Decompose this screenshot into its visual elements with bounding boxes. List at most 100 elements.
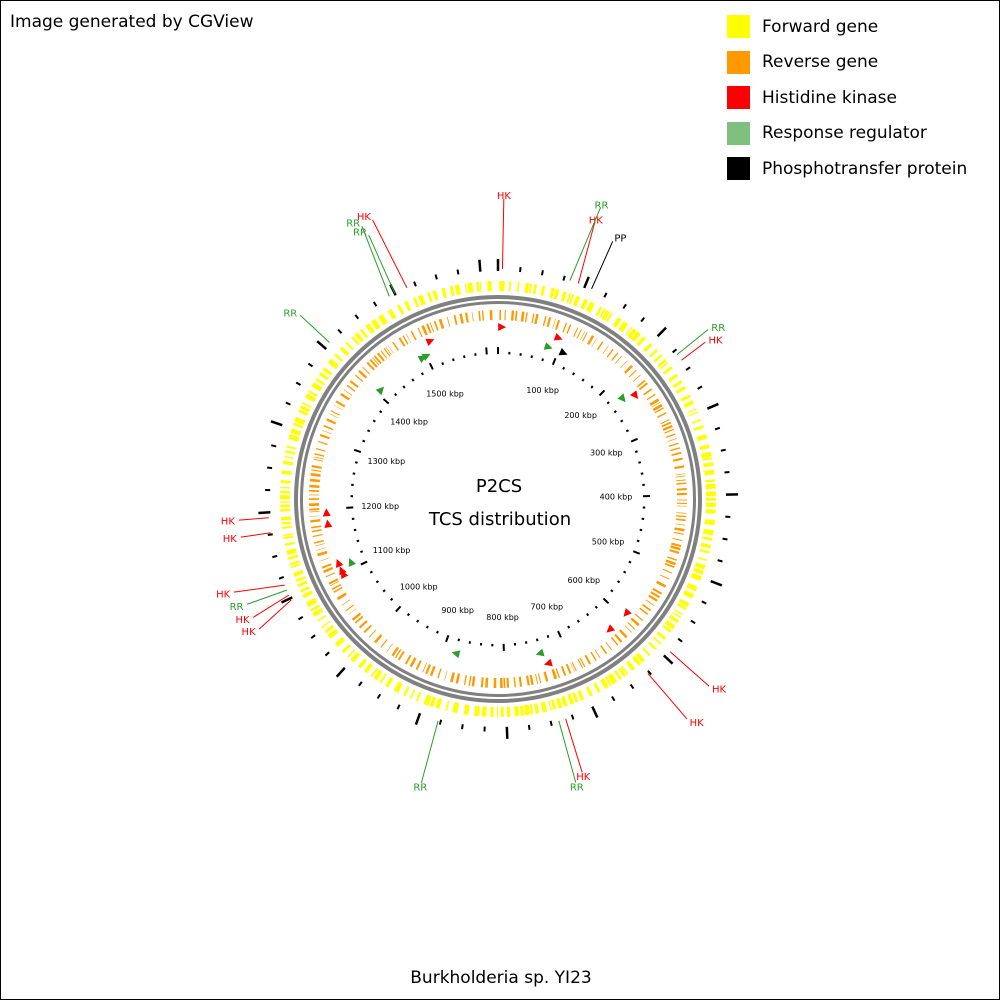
ruler-label-300: 300 kbp xyxy=(590,448,623,457)
outer-tick-54 xyxy=(295,381,302,386)
reverse-gene-182 xyxy=(340,392,350,401)
outer-tick-26 xyxy=(629,683,635,690)
ruler-tick-6 xyxy=(562,366,566,370)
forward-gene-52 xyxy=(704,519,715,526)
callout-label-5: HK xyxy=(709,336,724,347)
forward-gene-119 xyxy=(358,658,368,669)
outer-tick-19 xyxy=(717,559,723,563)
forward-gene-76 xyxy=(625,660,636,671)
legend-item-reverse: Reverse gene xyxy=(727,45,967,81)
feature-marker-hk-6 xyxy=(623,608,632,617)
reverse-gene-138 xyxy=(345,604,355,612)
outer-tick-44 xyxy=(280,596,293,604)
callout-label-11: HK xyxy=(216,589,231,600)
callout-line-7 xyxy=(647,673,688,720)
forward-gene-129 xyxy=(310,604,320,612)
outer-tick-38 xyxy=(376,693,382,700)
outer-tick-9 xyxy=(672,348,678,354)
ruler-tick-70 xyxy=(382,398,390,405)
ruler-tick-49 xyxy=(406,612,410,617)
forward-gene-169 xyxy=(318,371,329,381)
outer-tick-7 xyxy=(640,317,646,323)
reverse-gene-123 xyxy=(415,660,422,670)
callout-line-12 xyxy=(247,589,287,605)
forward-gene-111 xyxy=(409,689,416,700)
reverse-gene-33 xyxy=(649,398,660,406)
ruler-tick-80 xyxy=(485,347,488,355)
forward-gene-109 xyxy=(423,694,432,706)
outer-tick-50 xyxy=(267,466,273,470)
reverse-gene-120 xyxy=(429,665,436,677)
ruler-tick-67 xyxy=(367,429,371,433)
reverse-gene-189 xyxy=(366,361,375,371)
forward-gene-12 xyxy=(572,295,581,307)
outer-tick-53 xyxy=(285,401,291,406)
forward-gene-33 xyxy=(675,385,687,394)
feature-marker-rr-10 xyxy=(451,650,461,659)
forward-gene-64 xyxy=(676,602,687,611)
reverse-gene-29 xyxy=(636,379,646,388)
reverse-gene-69 xyxy=(665,559,676,566)
outer-tick-2 xyxy=(540,270,544,276)
outer-tick-42 xyxy=(310,634,316,639)
outer-tick-6 xyxy=(622,303,627,310)
ruler-tick-44 xyxy=(457,638,461,642)
forward-gene-9 xyxy=(560,291,567,302)
reverse-gene-144 xyxy=(328,578,339,585)
reverse-gene-75 xyxy=(650,591,660,599)
ruler-tick-37 xyxy=(535,638,539,642)
callout-line-8 xyxy=(565,718,583,773)
legend-label-phosphotransfer: Phosphotransfer protein xyxy=(762,158,968,179)
forward-gene-92 xyxy=(540,701,548,713)
legend-swatch-histidine-kinase xyxy=(727,86,750,110)
center-subtitle: TCS distribution xyxy=(428,509,571,530)
reverse-gene-67 xyxy=(669,549,680,555)
forward-gene-58 xyxy=(694,562,706,570)
feature-marker-rr-17 xyxy=(375,386,384,396)
forward-gene-138 xyxy=(287,554,299,561)
reverse-gene-81 xyxy=(630,617,640,627)
reverse-gene-147 xyxy=(321,563,332,569)
callout-line-16 xyxy=(240,532,271,538)
forward-gene-125 xyxy=(324,624,335,634)
legend-item-forward: Forward gene xyxy=(727,9,967,45)
ruler-tick-48 xyxy=(416,619,420,623)
forward-gene-30 xyxy=(662,366,673,375)
outer-tick-13 xyxy=(714,426,721,431)
reverse-gene-130 xyxy=(380,639,388,648)
ruler-tick-27 xyxy=(623,570,627,574)
outer-tick-3 xyxy=(562,275,566,281)
callout-line-13 xyxy=(252,594,290,618)
ruler-tick-12 xyxy=(613,410,617,414)
ruler-tick-52 xyxy=(382,589,386,593)
reverse-gene-76 xyxy=(648,594,658,602)
backbone-outer-ring xyxy=(294,295,702,703)
reverse-gene-140 xyxy=(336,592,347,601)
forward-gene-11 xyxy=(568,294,575,305)
reverse-gene-199 xyxy=(398,337,406,347)
ruler-tick-78 xyxy=(463,355,466,359)
reverse-gene-97 xyxy=(560,665,567,676)
backbone-ring xyxy=(294,295,702,703)
tcs-feature-markers xyxy=(322,323,639,667)
forward-gene-124 xyxy=(327,628,339,639)
forward-gene-184 xyxy=(412,297,420,308)
forward-gene-187 xyxy=(432,290,439,301)
ruler-tick-74 xyxy=(420,372,424,376)
ruler-tick-64 xyxy=(354,461,358,464)
feature-marker-hk-7 xyxy=(606,624,616,633)
reverse-gene-36 xyxy=(654,407,664,414)
ruler-tick-3 xyxy=(530,355,533,359)
forward-gene-77 xyxy=(620,665,629,675)
forward-gene-82 xyxy=(600,678,609,689)
reverse-gene-174 xyxy=(319,433,330,440)
reverse-gene-99 xyxy=(551,669,558,680)
feature-marker-hk-2 xyxy=(553,333,563,341)
outer-tick-57 xyxy=(337,328,343,334)
reverse-gene-198 xyxy=(392,341,399,351)
feature-marker-hk-8 xyxy=(544,658,553,667)
forward-gene-62 xyxy=(682,589,695,599)
ruler-tick-13 xyxy=(620,419,624,423)
forward-gene-71 xyxy=(652,636,662,645)
